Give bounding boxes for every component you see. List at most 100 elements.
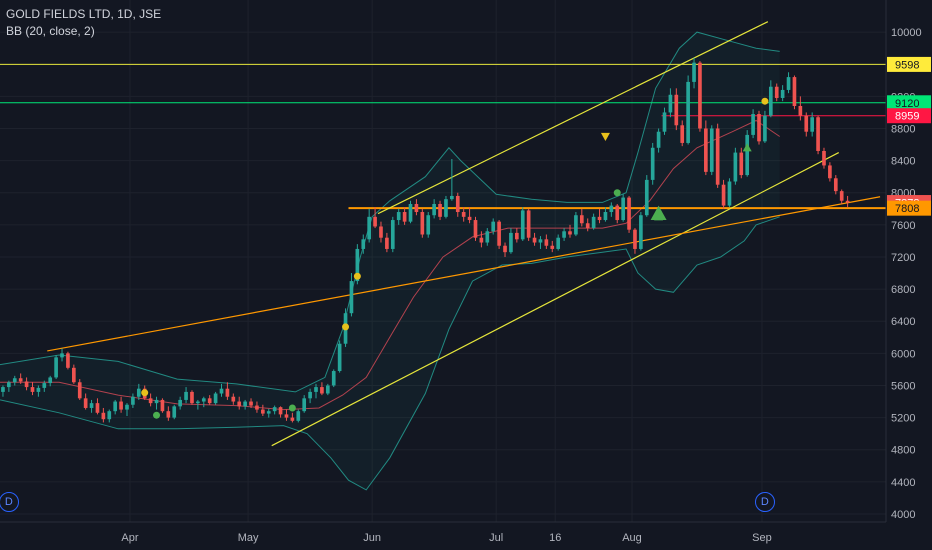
candle-body [42, 383, 47, 388]
candle-body [839, 191, 844, 201]
candle-body [7, 382, 11, 388]
price-label[interactable]: 9598 [895, 59, 919, 71]
candle [24, 377, 29, 391]
candle-body [591, 216, 596, 229]
candle [420, 208, 425, 238]
candle-body [30, 387, 35, 392]
candle-body [674, 94, 679, 126]
price-tick-label: 4400 [891, 477, 915, 489]
candle-body [426, 215, 431, 235]
candle [709, 125, 714, 176]
price-tick-label: 8800 [891, 123, 915, 135]
candle-body [420, 212, 425, 235]
candle-body [1, 387, 5, 392]
candle-body [550, 245, 555, 249]
candle [373, 207, 377, 229]
candle-body [615, 205, 620, 221]
candle [184, 387, 188, 404]
candle-body [18, 378, 23, 382]
dividend-marker[interactable]: D [754, 492, 775, 512]
candle [774, 83, 779, 102]
candle-body [845, 200, 850, 203]
candle-body [249, 401, 253, 406]
candle-body [148, 398, 153, 404]
candle [491, 218, 496, 235]
candle-body [54, 357, 58, 378]
candle [538, 236, 543, 249]
candle [757, 110, 761, 145]
candle [751, 109, 755, 139]
candle [402, 207, 407, 225]
candle [320, 382, 324, 396]
candle-body [154, 399, 159, 404]
candle-body [739, 152, 744, 176]
candle [721, 179, 726, 209]
candle-body [538, 239, 543, 243]
candle [798, 96, 803, 121]
candle-body [402, 212, 407, 222]
dividend-marker[interactable]: D [0, 492, 19, 512]
candle-body [278, 407, 283, 415]
candle [845, 195, 850, 208]
candle-body [520, 210, 525, 240]
trend-line[interactable] [47, 196, 881, 352]
candle-body [361, 239, 366, 249]
candle [810, 112, 814, 137]
candle-body [408, 203, 413, 222]
price-tick-label: 4000 [891, 509, 915, 521]
candle [727, 178, 732, 208]
candle-body [243, 401, 247, 407]
candle [36, 385, 41, 397]
candle [95, 398, 100, 415]
trend-line[interactable] [271, 152, 840, 447]
candle [579, 208, 584, 227]
time-tick-label: Apr [121, 532, 138, 544]
price-label[interactable]: 9120 [895, 98, 919, 110]
candle-body [414, 203, 419, 213]
candle [390, 216, 395, 253]
candle-body [296, 411, 301, 421]
price-label[interactable]: 7808 [895, 203, 919, 215]
trend-lines[interactable] [47, 21, 881, 447]
candle [255, 401, 259, 413]
candle [72, 364, 76, 384]
candle-body [579, 215, 584, 224]
candle-body [266, 411, 271, 414]
candle [125, 403, 129, 416]
candle [550, 240, 555, 253]
candle-body [12, 378, 17, 383]
candle [432, 199, 436, 219]
signal-dot [153, 411, 161, 419]
candle-body [639, 215, 643, 249]
candle-body [255, 405, 259, 410]
candle [219, 383, 224, 397]
candle [302, 395, 307, 413]
candle [668, 88, 673, 118]
signal-triangle [654, 212, 664, 221]
indicator-label[interactable]: BB (20, close, 2) [6, 24, 95, 38]
candle-body [698, 62, 702, 129]
price-label[interactable]: 8959 [895, 111, 919, 123]
candle [544, 234, 549, 249]
candle-body [656, 131, 661, 148]
candle [627, 195, 631, 233]
candle-body [715, 128, 720, 185]
candle-body [331, 371, 336, 386]
candle-body [680, 125, 685, 143]
candle [639, 212, 643, 251]
candle [792, 75, 797, 110]
symbol-title[interactable]: GOLD FIELDS LTD, 1D, JSE [6, 7, 162, 21]
candle-body [113, 401, 118, 412]
candle-body [444, 199, 448, 217]
candle-body [822, 150, 826, 166]
candle [692, 57, 696, 89]
candle-body [574, 215, 578, 235]
candles [1, 57, 850, 423]
candle-body [125, 404, 129, 410]
price-tick-label: 5200 [891, 413, 915, 425]
price-tick-label: 8400 [891, 156, 915, 168]
signal-triangle [600, 132, 610, 142]
trend-line[interactable] [377, 21, 769, 215]
